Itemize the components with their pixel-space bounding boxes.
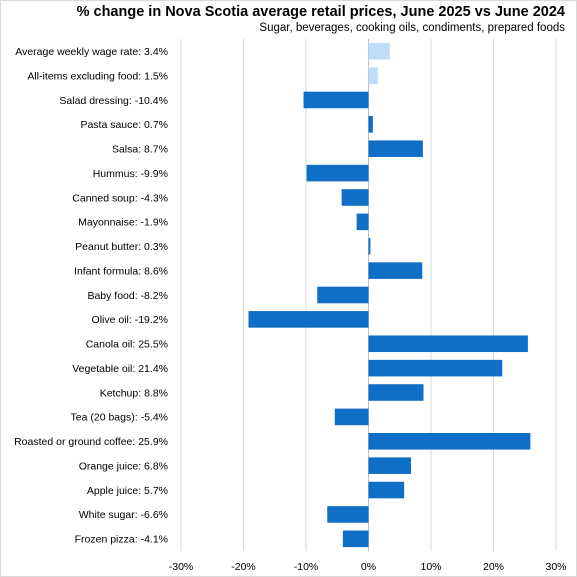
x-tick-label: -10% [294,561,319,573]
bar [341,189,369,206]
x-tick-label: 20% [483,561,504,573]
bar [368,384,424,401]
bar [303,91,369,109]
bar [368,67,378,84]
category-label: Canola oil: 25.5% [86,339,168,351]
category-label: Baby food: -8.2% [87,290,168,302]
category-label: Salsa: 8.7% [112,144,168,156]
category-label: All-items excluding food: 1.5% [27,70,168,82]
x-tick-label: 10% [420,561,441,573]
x-tick-labels: -30% -20% -10% 0% 10% 20% 30% [169,561,567,573]
category-label: Orange juice: 6.8% [79,460,168,472]
bar [334,408,369,426]
bar [356,213,369,231]
bar [368,140,423,158]
x-tick-label: -30% [169,561,194,573]
category-label: Average weekly wage rate: 3.4% [15,46,168,58]
category-label: Roasted or ground coffee: 25.9% [14,436,168,448]
category-label: Infant formula: 8.6% [74,265,168,277]
chart-title: % change in Nova Scotia average retail p… [76,4,565,20]
category-label: Hummus: -9.9% [93,168,168,180]
category-label: Pasta sauce: 0.7% [80,119,168,131]
category-label: Olive oil: -19.2% [92,314,168,326]
x-tick-label: 30% [545,561,566,573]
bar [368,237,371,255]
category-label: Salad dressing: -10.4% [59,95,168,107]
bar [342,530,369,548]
category-label: Ketchup: 8.8% [100,387,168,399]
bar [368,481,405,499]
bar [368,457,411,474]
x-tick-label: -20% [231,561,256,573]
bar [368,335,528,353]
bar [368,116,373,133]
bar [368,262,423,279]
category-label: Vegetable oil: 21.4% [72,363,168,375]
chart-subtitle: Sugar, beverages, cooking oils, condimen… [259,22,565,34]
category-label: Peanut butter: 0.3% [75,241,168,253]
category-label: White sugar: -6.6% [79,509,168,521]
bars [248,42,531,548]
category-label: Tea (20 bags): -5.4% [71,412,168,424]
bar [248,311,369,328]
bar [327,506,369,523]
category-label: Canned soup: -4.3% [72,192,168,204]
x-tick-label: 0% [361,561,376,573]
bar [306,164,369,182]
category-label: Apple juice: 5.7% [87,485,168,497]
category-label: Frozen pizza: -4.1% [75,534,168,546]
bar [368,359,503,377]
category-labels: Average weekly wage rate: 3.4% All-items … [14,46,168,546]
bar [317,286,369,304]
bar [368,432,531,450]
bar [368,42,390,60]
category-label: Mayonnaise: -1.9% [78,217,168,229]
